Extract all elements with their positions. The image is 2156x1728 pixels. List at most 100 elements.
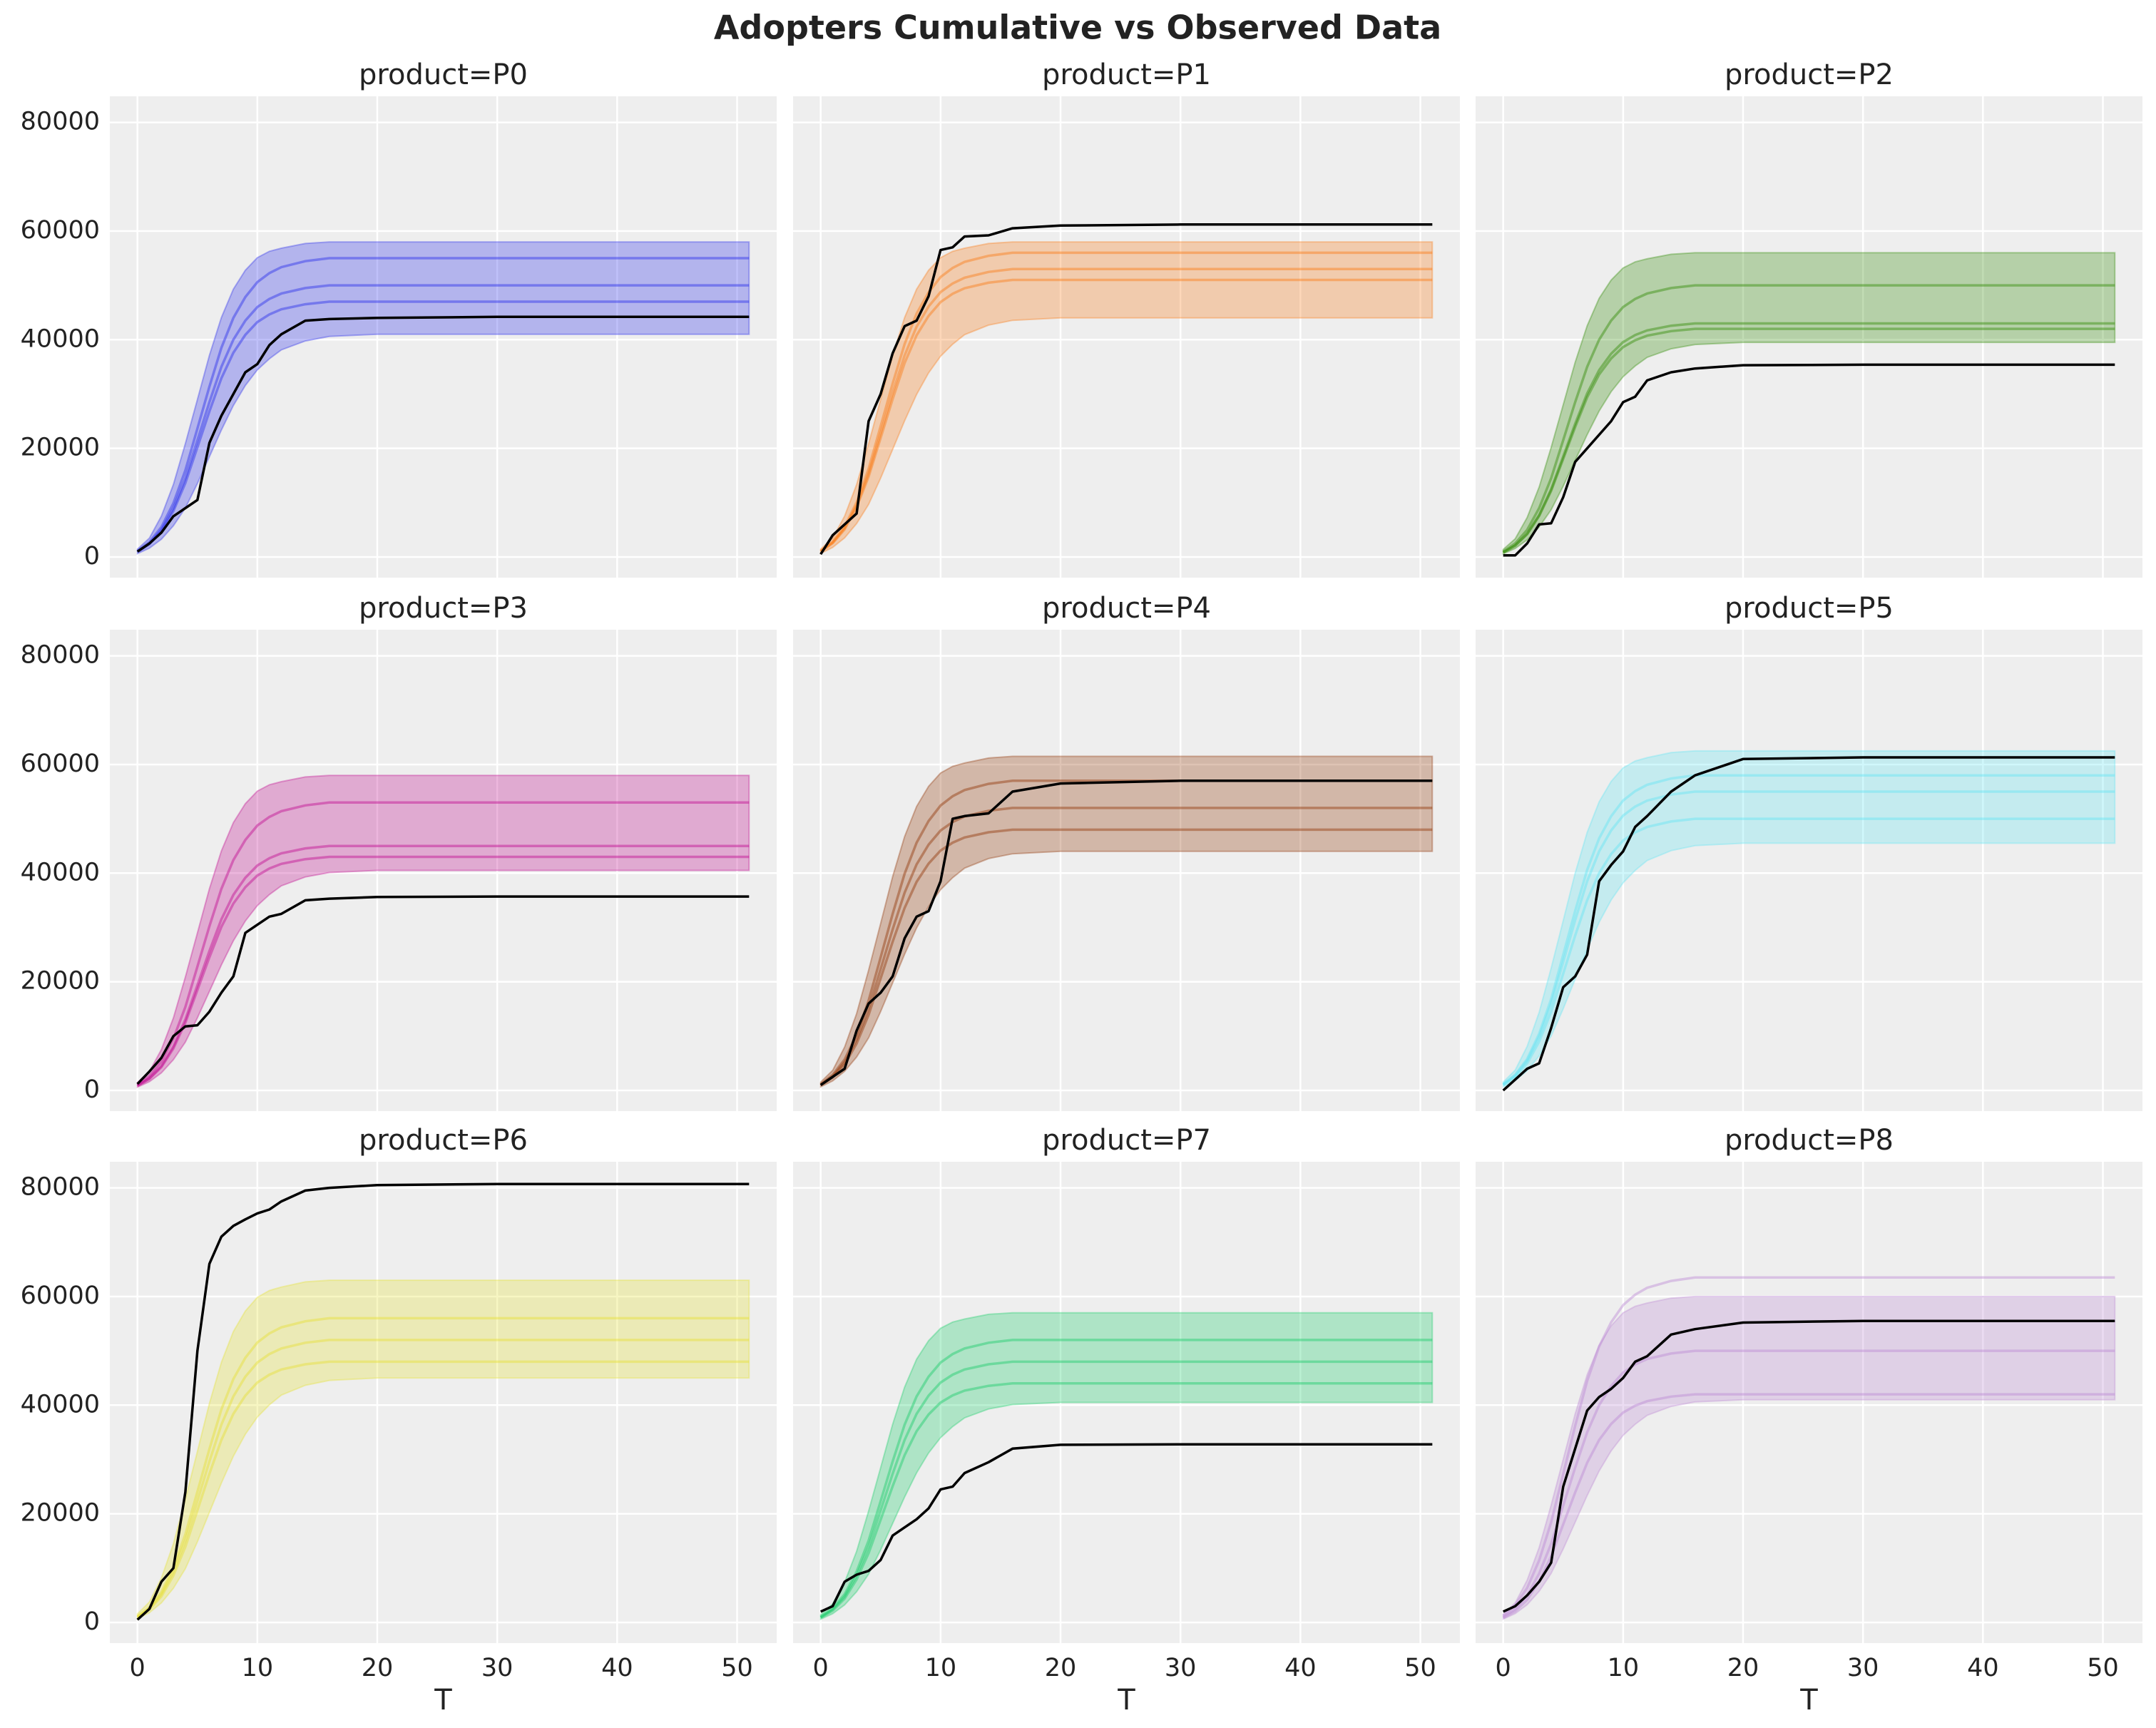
x-tick-label: 0 — [130, 1654, 145, 1682]
subplot: product=P5 — [1476, 592, 2142, 1111]
subplot-title: product=P0 — [359, 58, 528, 91]
subplot: 0 20000 40000 60000 80000 0 10 20 30 40 50 product=… — [21, 1124, 777, 1717]
x-axis-label: T — [1799, 1684, 1818, 1717]
x-tick-label: 40 — [1967, 1654, 1999, 1682]
x-tick-label: 30 — [1847, 1654, 1879, 1682]
x-tick-label: 20 — [1727, 1654, 1759, 1682]
hdi-band — [136, 1279, 750, 1620]
observed-line — [819, 1443, 1433, 1613]
sample-line — [136, 284, 750, 553]
x-axis-label: T — [434, 1684, 452, 1717]
x-tick-label: 50 — [2087, 1654, 2119, 1682]
plot-background — [793, 1162, 1460, 1643]
x-tick-label: 10 — [242, 1654, 274, 1682]
sample-line — [819, 251, 1433, 552]
plot-background — [1476, 1162, 2142, 1643]
sample-line — [819, 267, 1433, 553]
figure-title: Adopters Cumulative vs Observed Data — [714, 9, 1441, 47]
x-tick-label: 0 — [813, 1654, 829, 1682]
sample-line — [1502, 322, 2115, 554]
sample-line — [136, 855, 750, 1088]
sample-line — [819, 807, 1433, 1086]
x-tick-label: 20 — [1045, 1654, 1077, 1682]
plot-background — [110, 96, 777, 578]
hdi-band — [819, 755, 1434, 1088]
plot-background — [1476, 630, 2142, 1111]
observed-line — [136, 1182, 750, 1621]
y-tick-label: 20000 — [21, 434, 100, 462]
sample-line — [1502, 817, 2115, 1086]
subplot-title: product=P3 — [359, 592, 528, 625]
sample-line — [136, 300, 750, 553]
hdi-band — [1502, 252, 2116, 556]
subplot: 0 10 20 30 40 50 product=P8 T — [1476, 1124, 2142, 1717]
y-tick-label: 0 — [84, 1607, 100, 1636]
y-tick-label: 40000 — [21, 324, 100, 353]
x-tick-label: 20 — [362, 1654, 394, 1682]
observed-line — [1503, 363, 2115, 557]
x-tick-label: 10 — [1608, 1654, 1640, 1682]
plot-background — [110, 630, 777, 1111]
observed-line — [819, 779, 1433, 1086]
subplot: 0 10 20 30 40 50 product=P7 T — [793, 1124, 1460, 1717]
subplot-title: product=P4 — [1042, 592, 1211, 625]
x-tick-label: 40 — [1284, 1654, 1317, 1682]
subplot-title: product=P2 — [1725, 58, 1894, 91]
sample-line — [136, 1339, 750, 1618]
subplot-title: product=P5 — [1725, 592, 1894, 625]
observed-line — [1502, 756, 2115, 1092]
observed-line — [136, 315, 750, 553]
y-tick-label: 40000 — [21, 1390, 100, 1418]
subplot: product=P2 — [1476, 58, 2142, 578]
y-tick-label: 80000 — [21, 108, 100, 136]
subplot: 0 20000 40000 60000 80000 product=P0 — [21, 58, 777, 578]
sample-line — [819, 1360, 1433, 1619]
x-tick-label: 50 — [1404, 1654, 1436, 1682]
subplot-title: product=P6 — [359, 1124, 528, 1157]
sample-line — [136, 1360, 750, 1619]
subplot-title: product=P7 — [1042, 1124, 1211, 1157]
subplot-title: product=P8 — [1725, 1124, 1894, 1157]
subplot: product=P1 — [793, 58, 1460, 578]
x-tick-label: 40 — [601, 1654, 633, 1682]
y-tick-label: 60000 — [21, 750, 100, 778]
observed-line — [1502, 1319, 2115, 1613]
sample-line — [1502, 790, 2115, 1086]
x-tick-label: 0 — [1496, 1654, 1511, 1682]
subplot-title: product=P1 — [1042, 58, 1211, 91]
x-axis-label: T — [1117, 1684, 1135, 1717]
y-tick-label: 60000 — [21, 1282, 100, 1310]
y-tick-label: 80000 — [21, 641, 100, 670]
sample-line — [819, 278, 1433, 553]
x-tick-label: 50 — [721, 1654, 753, 1682]
y-tick-label: 20000 — [21, 967, 100, 996]
subplot: product=P4 — [793, 592, 1460, 1111]
x-tick-label: 10 — [925, 1654, 957, 1682]
y-tick-label: 80000 — [21, 1173, 100, 1202]
hdi-band — [136, 774, 750, 1088]
hdi-band — [1502, 1295, 2116, 1620]
plot-background — [793, 96, 1460, 578]
sample-line — [1502, 774, 2115, 1085]
hdi-band — [1502, 750, 2116, 1088]
hdi-band — [136, 241, 750, 555]
sample-line — [1502, 1349, 2115, 1618]
sample-line — [819, 1382, 1433, 1619]
x-tick-label: 30 — [1165, 1654, 1197, 1682]
y-tick-label: 20000 — [21, 1499, 100, 1528]
subplot: 0 20000 40000 60000 80000 product=P3 — [21, 592, 777, 1111]
plot-background — [110, 1162, 777, 1643]
plot-background — [793, 630, 1460, 1111]
sample-line — [1502, 284, 2115, 553]
sample-line — [136, 801, 750, 1086]
sample-line — [136, 257, 750, 553]
plot-background — [1476, 96, 2142, 578]
observed-line — [136, 895, 750, 1085]
sample-line — [819, 828, 1433, 1087]
y-tick-label: 40000 — [21, 858, 100, 886]
sample-line — [1502, 1276, 2115, 1617]
x-tick-label: 30 — [481, 1654, 514, 1682]
y-tick-label: 60000 — [21, 216, 100, 245]
